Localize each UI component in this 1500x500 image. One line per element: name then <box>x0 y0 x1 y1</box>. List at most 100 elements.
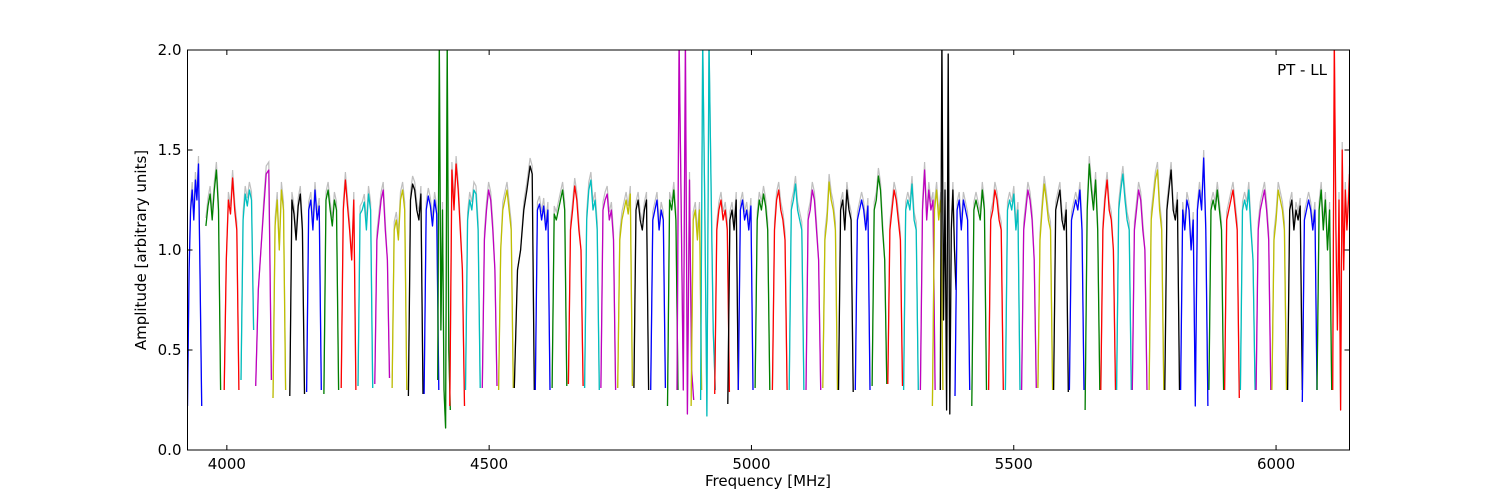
background-envelope-segment <box>1287 191 1303 391</box>
series-line-16 <box>449 163 466 407</box>
series-line-9 <box>340 179 357 391</box>
series-line-71 <box>1316 189 1333 391</box>
y-axis-label: Amplitude [arbitrary units] <box>132 150 150 350</box>
x-tick-label: 4000 <box>208 455 246 473</box>
background-envelope-segment <box>1208 181 1225 391</box>
x-tick-label: 6000 <box>1257 455 1295 473</box>
series-line-72 <box>1332 50 1350 411</box>
series-line-39 <box>805 189 822 391</box>
series-line-38 <box>788 183 805 391</box>
series-line-45 <box>902 183 919 391</box>
series-line-5 <box>272 189 287 399</box>
y-tick-label: 1.5 <box>158 141 182 159</box>
series-line-8 <box>323 189 340 395</box>
background-envelope-segment <box>737 191 754 391</box>
series-line-10 <box>357 193 374 389</box>
background-envelope-segment <box>822 173 839 391</box>
series-line-43 <box>871 175 888 387</box>
series-line-44 <box>887 189 904 387</box>
x-tick-label: 5500 <box>995 455 1033 473</box>
series-line-4 <box>255 169 273 387</box>
series-line-54 <box>1037 183 1054 391</box>
series-line-17 <box>464 189 481 391</box>
background-envelope-segment <box>551 181 568 389</box>
background-envelope-segment <box>1004 185 1021 391</box>
series-line-25 <box>600 193 617 391</box>
series-line-58 <box>1100 179 1117 391</box>
series-line-53 <box>1020 189 1037 391</box>
background-envelope-segment <box>534 195 551 391</box>
background-envelope-segment <box>633 191 650 391</box>
series-line-18 <box>481 189 498 389</box>
series-line-52 <box>1004 193 1021 391</box>
background-envelope-segment <box>407 175 424 397</box>
series-line-28 <box>650 199 667 391</box>
series-line-19 <box>497 189 514 391</box>
background-envelope-segment <box>1224 181 1240 399</box>
series-line-60 <box>1131 189 1148 391</box>
background-envelope-segment <box>854 191 871 391</box>
corner-annotation: PT - LL <box>1277 61 1328 79</box>
series-line-42 <box>854 199 871 391</box>
background-envelope-segment <box>617 185 633 389</box>
series-line-57 <box>1084 163 1101 411</box>
series-line-30 <box>676 50 695 415</box>
y-tick-label: 0.0 <box>158 441 182 459</box>
series-line-65 <box>1223 189 1240 399</box>
series-line-33 <box>714 199 731 395</box>
series-line-0 <box>187 163 203 407</box>
series-line-51 <box>987 189 1004 391</box>
series-line-6 <box>289 193 306 397</box>
x-axis-label: Frequency [MHz] <box>705 472 831 490</box>
series-line-41 <box>837 189 854 393</box>
series-line-26 <box>617 193 634 389</box>
plot-area <box>187 50 1350 429</box>
series-line-29 <box>666 189 679 407</box>
series-line-46 <box>919 169 936 391</box>
background-envelope-segment <box>714 191 730 395</box>
series-line-35 <box>737 199 754 391</box>
series-line-20 <box>513 165 535 391</box>
series-line-70 <box>1301 199 1318 403</box>
y-tick-label: 1.0 <box>158 241 182 259</box>
series-line-67 <box>1255 189 1272 391</box>
series-line-68 <box>1271 189 1288 391</box>
x-tick-label: 4500 <box>470 455 508 473</box>
series-line-14 <box>423 195 440 395</box>
series-line-23 <box>567 185 584 387</box>
series-line-40 <box>822 181 839 391</box>
background-envelope-segment <box>423 187 440 395</box>
background-envelope-segment <box>1271 181 1288 391</box>
background-envelope-segment <box>754 185 771 391</box>
series-line-27 <box>633 199 650 391</box>
series-line-55 <box>1052 189 1069 393</box>
series-line-24 <box>583 179 600 391</box>
background-envelope-segment <box>323 181 340 395</box>
background-envelope-segment <box>1301 191 1318 403</box>
series-line-59 <box>1115 173 1132 391</box>
series-line-22 <box>551 189 568 389</box>
series-line-66 <box>1239 189 1256 391</box>
series-line-49 <box>954 199 971 397</box>
series-line-63 <box>1179 157 1209 407</box>
series-line-21 <box>534 203 551 391</box>
series-line-50 <box>971 189 988 407</box>
series-line-31 <box>690 209 703 407</box>
series-line-15 <box>437 50 451 429</box>
series-line-69 <box>1286 199 1303 391</box>
series-line-56 <box>1068 189 1085 391</box>
background-envelope-segment <box>1148 161 1165 391</box>
series-line-1 <box>205 169 222 391</box>
y-tick-label: 2.0 <box>158 41 182 59</box>
series-line-62 <box>1164 169 1181 391</box>
background-envelope-segment <box>887 181 904 387</box>
series-line-37 <box>771 189 788 391</box>
series-line-12 <box>391 189 408 391</box>
series-line-11 <box>374 189 391 385</box>
y-tick-label: 0.5 <box>158 341 182 359</box>
series-line-36 <box>754 193 771 391</box>
axis-ticks: 4000 4500 5000 5500 6000 0.0 0.5 1.0 1.5 2.0 <box>158 41 1350 473</box>
series-line-3 <box>240 189 255 381</box>
series-line-2 <box>223 177 240 391</box>
background-envelope-segment <box>988 181 1004 391</box>
